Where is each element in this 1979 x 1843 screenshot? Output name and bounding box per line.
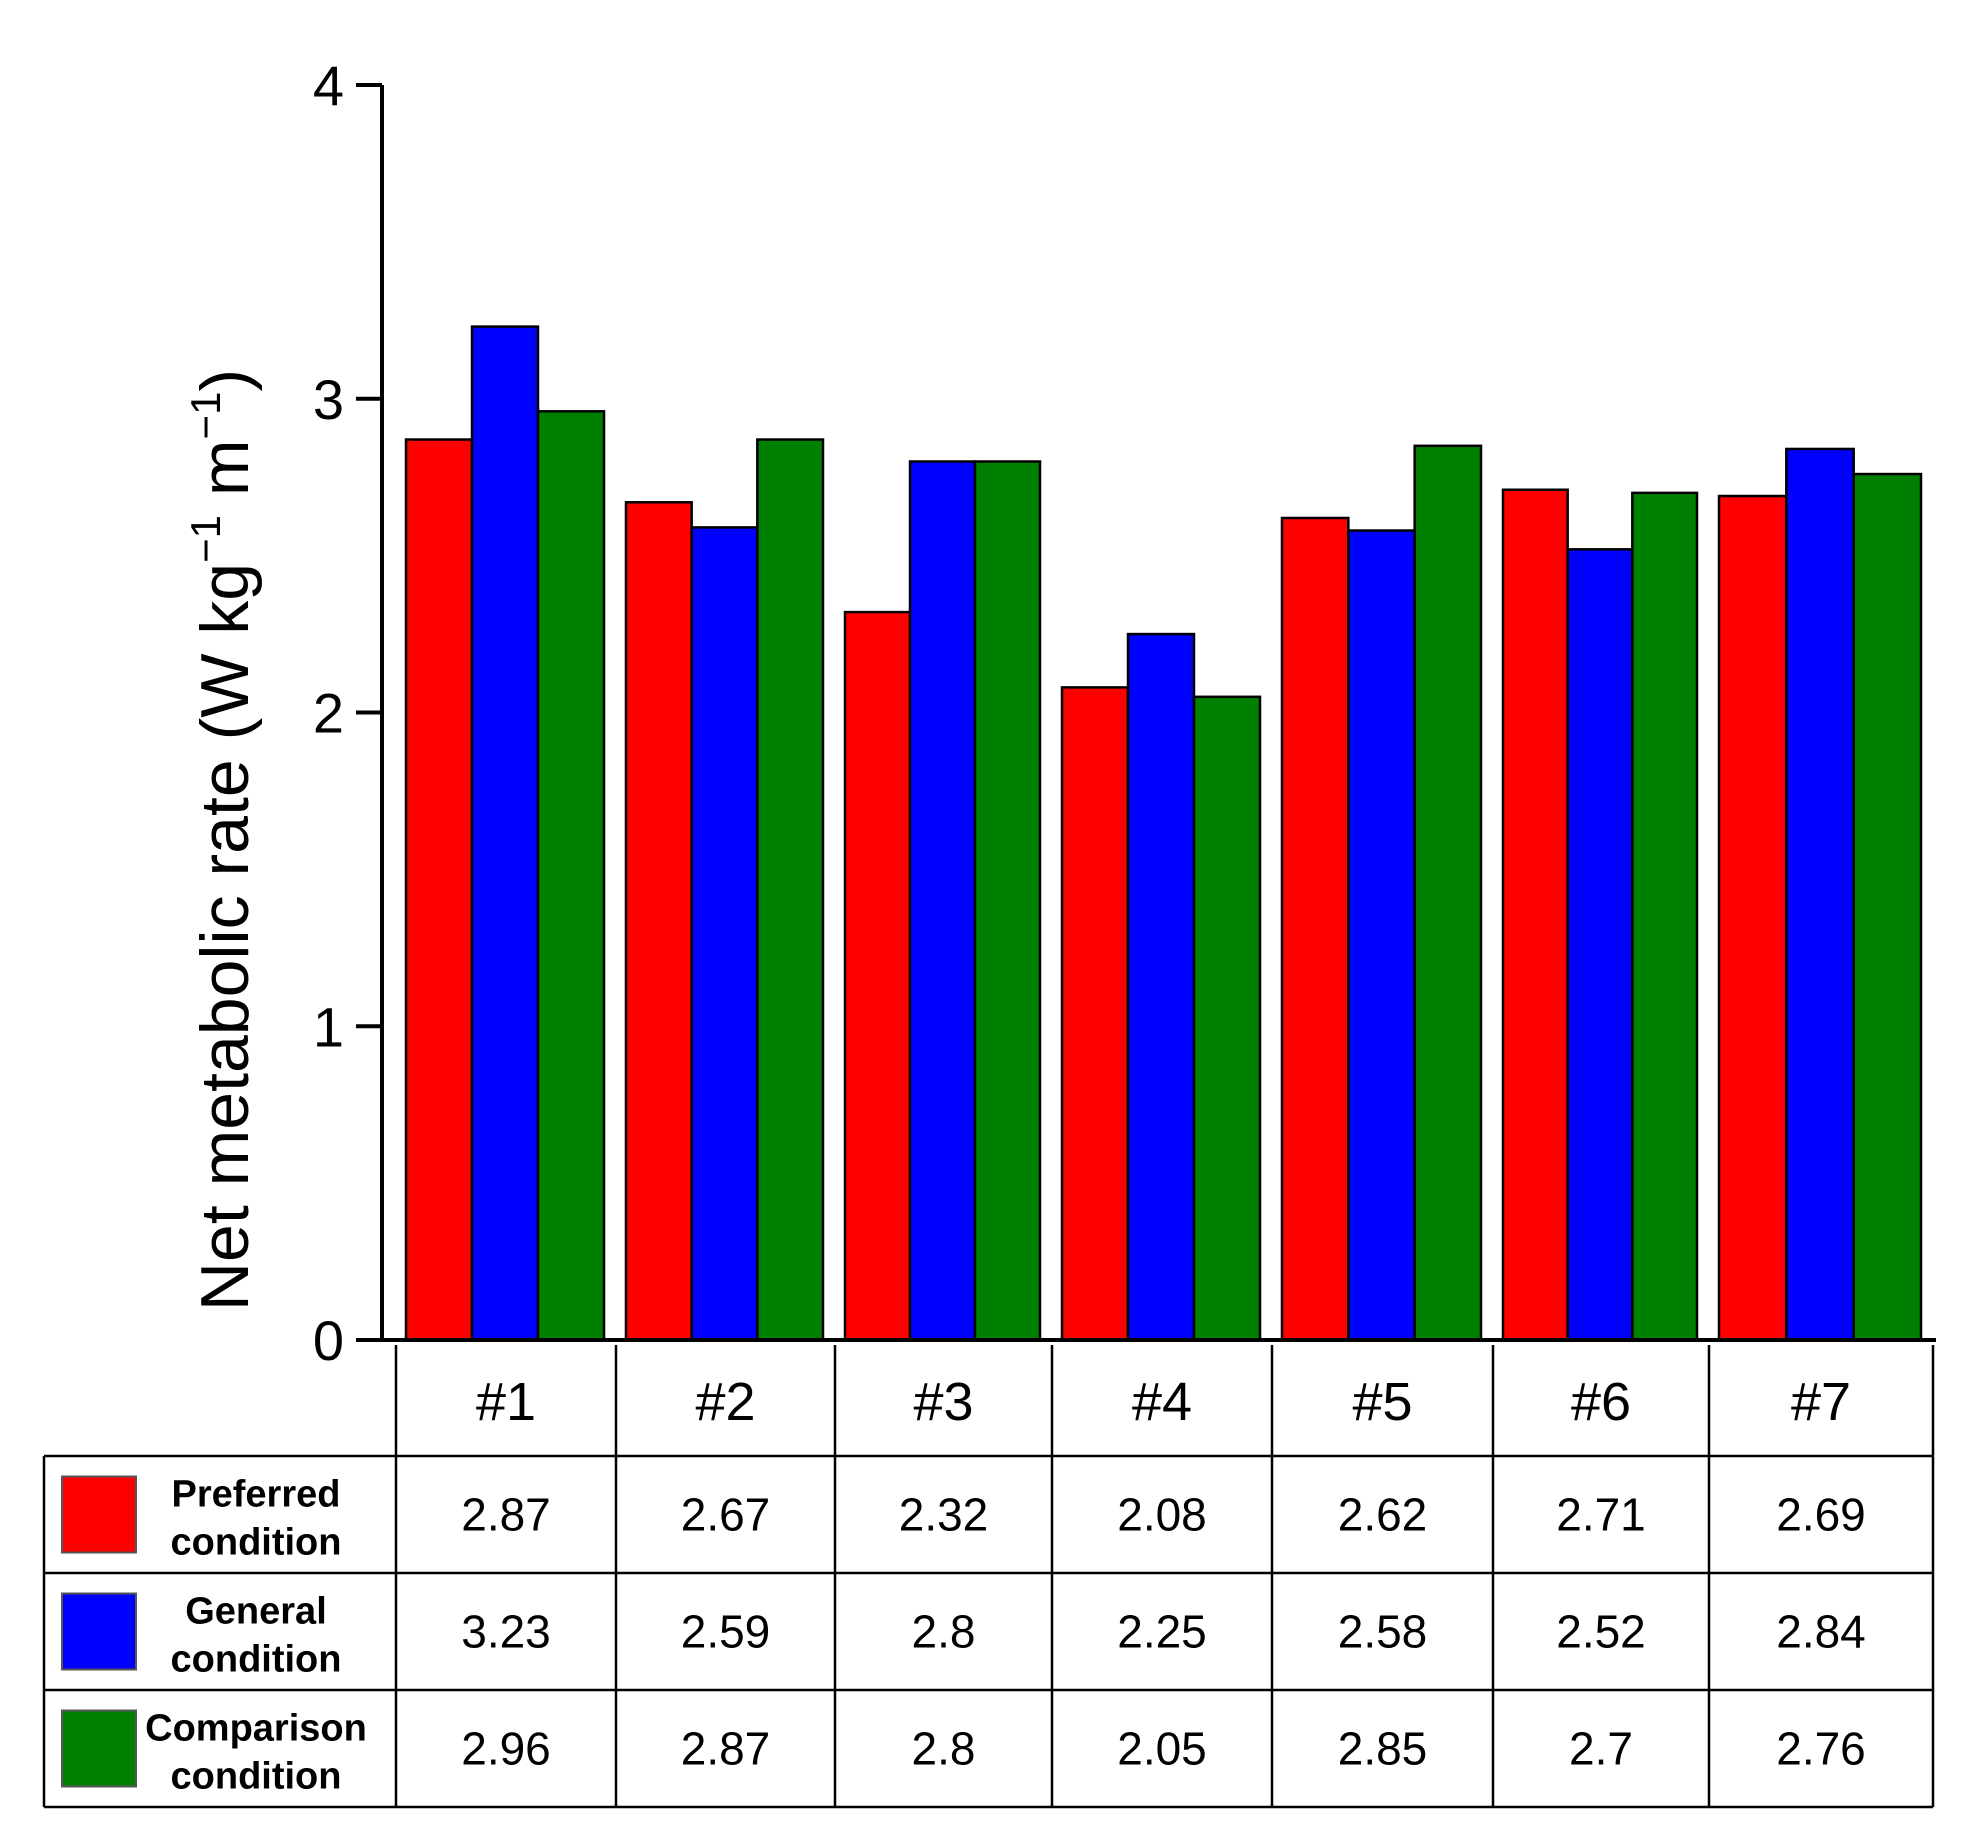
legend-label: General condition	[171, 1591, 342, 1681]
legend-label-line: Preferred	[172, 1474, 341, 1516]
legend-swatch	[61, 1709, 137, 1788]
data-value-label: 2.52	[1556, 1606, 1646, 1658]
data-value-label: 3.23	[461, 1606, 551, 1658]
bar-comparison-7	[1852, 472, 1923, 1342]
category-label: #4	[1132, 1372, 1192, 1432]
data-value-label: 2.84	[1776, 1606, 1866, 1658]
y-tick-label: 3	[313, 368, 344, 431]
bar-comparison-1	[536, 410, 606, 1342]
data-table: #1 #2 #3 #4 #5 #6 #7 Preferred condition 2.87 2.67…	[42, 1345, 1935, 1809]
legend-label-line: condition	[171, 1522, 342, 1564]
bar-comparison-4	[1192, 695, 1262, 1342]
y-axis-label-mid: m	[187, 439, 263, 515]
bar-general-6	[1566, 548, 1634, 1342]
bar-general-2	[690, 526, 759, 1342]
data-value-label: 2.59	[681, 1606, 771, 1658]
legend-label-line: condition	[171, 1756, 342, 1798]
data-value-label: 2.8	[912, 1723, 976, 1775]
y-axis-label: Net metabolic rate (W kg−1 m−1)	[182, 369, 263, 1311]
bar-general-5	[1347, 529, 1416, 1342]
y-axis-label-sup1: −1	[182, 515, 229, 563]
data-value-label: 2.67	[681, 1489, 771, 1541]
bar-preferred-4	[1060, 686, 1130, 1342]
bar-preferred-3	[843, 610, 912, 1342]
bar-general-4	[1126, 632, 1196, 1342]
data-value-label: 2.69	[1776, 1489, 1866, 1541]
y-axis-label-sup2: −1	[182, 392, 229, 440]
y-axis-label-end: )	[187, 369, 263, 392]
bar-preferred-6	[1501, 488, 1569, 1342]
y-tick-label: 4	[313, 54, 344, 117]
y-axis: 0 1 2 3 4	[313, 54, 384, 1372]
y-tick-label: 0	[313, 1309, 344, 1372]
y-tick-label: 1	[313, 995, 344, 1058]
legend-swatch	[61, 1475, 137, 1554]
legend-label-line: condition	[171, 1639, 342, 1681]
data-value-label: 2.96	[461, 1723, 551, 1775]
bar-comparison-2	[756, 438, 825, 1342]
category-label: #7	[1791, 1372, 1851, 1432]
data-value-label: 2.85	[1338, 1723, 1428, 1775]
legend-label: Preferred condition	[171, 1474, 342, 1564]
legend-label-line: Comparison	[145, 1708, 367, 1750]
category-label: #6	[1571, 1372, 1631, 1432]
bar-general-1	[470, 325, 540, 1342]
y-axis-label-main: Net metabolic rate (W kg	[187, 563, 263, 1311]
bar-comparison-5	[1413, 444, 1483, 1342]
data-value-label: 2.87	[681, 1723, 771, 1775]
legend-label: Comparison condition	[145, 1708, 367, 1798]
category-label: #5	[1352, 1372, 1412, 1432]
data-value-label: 2.7	[1569, 1723, 1633, 1775]
data-value-label: 2.76	[1776, 1723, 1866, 1775]
data-value-label: 2.62	[1338, 1489, 1428, 1541]
bar-comparison-3	[973, 460, 1042, 1342]
bar-preferred-5	[1280, 516, 1350, 1342]
bars	[356, 325, 1936, 1342]
data-value-label: 2.58	[1338, 1606, 1428, 1658]
data-value-label: 2.05	[1117, 1723, 1207, 1775]
category-label: #2	[695, 1372, 755, 1432]
bar-general-3	[908, 460, 977, 1342]
data-value-label: 2.25	[1117, 1606, 1207, 1658]
bar-preferred-1	[404, 438, 474, 1342]
data-value-label: 2.87	[461, 1489, 551, 1541]
data-value-label: 2.32	[899, 1489, 989, 1541]
category-label: #3	[913, 1372, 973, 1432]
data-value-label: 2.71	[1556, 1489, 1646, 1541]
bar-comparison-6	[1631, 491, 1699, 1342]
data-value-label: 2.8	[912, 1606, 976, 1658]
data-value-label: 2.08	[1117, 1489, 1207, 1541]
y-tick-label: 2	[313, 682, 344, 745]
bar-general-7	[1785, 447, 1855, 1342]
legend-swatch	[61, 1592, 137, 1671]
legend-label-line: General	[185, 1591, 327, 1633]
bar-preferred-2	[624, 501, 693, 1342]
bar-preferred-7	[1717, 494, 1788, 1342]
category-label: #1	[476, 1372, 536, 1432]
